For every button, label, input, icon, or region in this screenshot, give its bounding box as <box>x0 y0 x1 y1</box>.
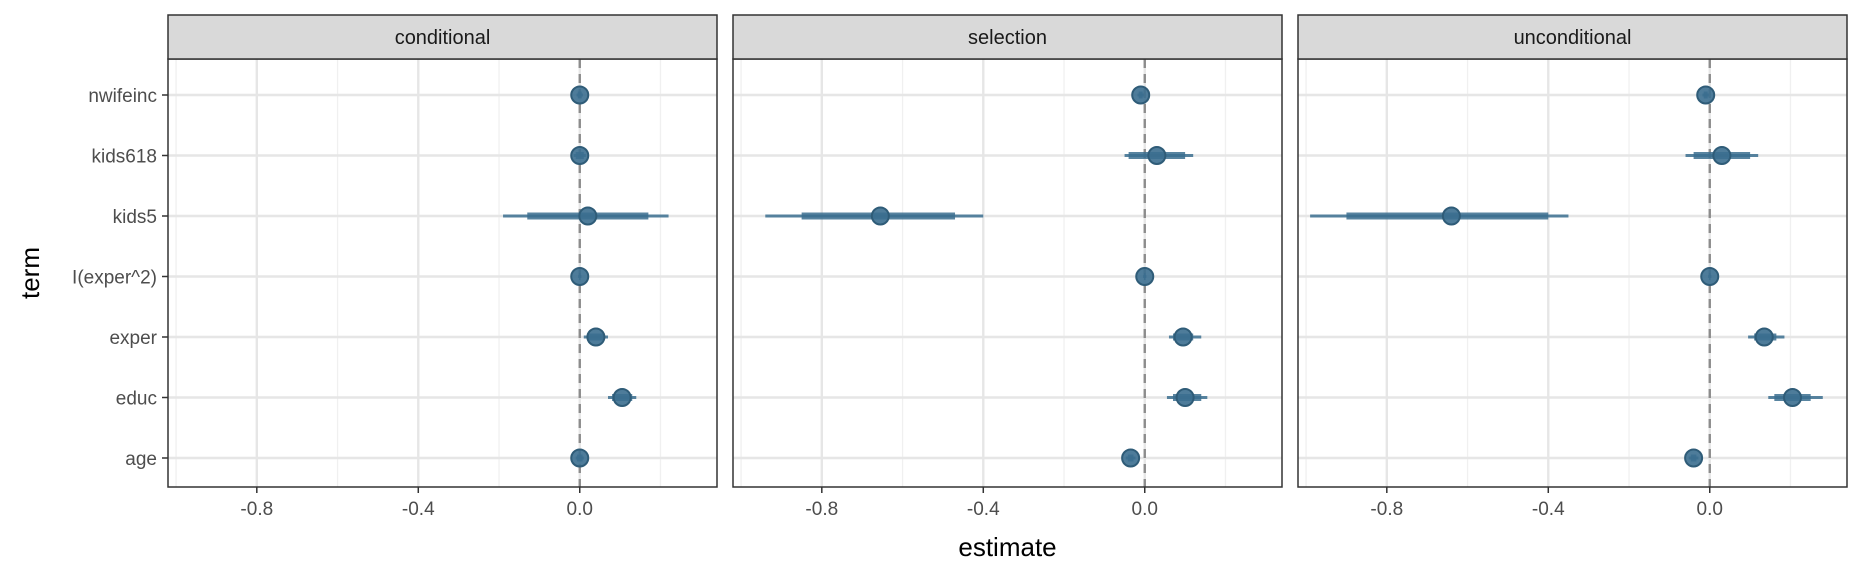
estimate-I(exper^2) <box>1700 267 1720 286</box>
y-axis: nwifeinc kids618 kids5 I(exper^2) exper educ a… <box>72 86 168 470</box>
point-estimate <box>570 448 590 468</box>
point-estimate <box>570 146 590 165</box>
y-axis-title: term <box>15 247 45 299</box>
estimate-kids618 <box>1685 146 1759 165</box>
estimate-age <box>570 448 590 468</box>
estimate-age <box>1121 448 1141 468</box>
point-estimate <box>1173 327 1193 347</box>
y-tick-label: age <box>125 449 157 470</box>
estimate-kids618 <box>1124 146 1194 165</box>
point-estimate <box>1121 448 1141 468</box>
estimate-educ <box>1166 388 1208 407</box>
y-tick-label: nwifeinc <box>88 86 157 107</box>
estimate-I(exper^2) <box>570 267 590 286</box>
x-tick-label: -0.8 <box>240 499 273 520</box>
point-estimate <box>570 85 590 105</box>
y-tick-label: kids5 <box>113 207 157 228</box>
point-estimate <box>1135 267 1155 286</box>
point-estimate <box>1700 267 1720 286</box>
x-tick-label: -0.4 <box>967 499 1000 520</box>
panel-unconditional: unconditional -0.8 -0.4 0.0 <box>1297 14 1848 520</box>
estimate-educ <box>1768 388 1823 407</box>
facet-label: selection <box>968 27 1047 49</box>
point-estimate <box>1783 388 1803 407</box>
panel-background <box>733 59 1282 487</box>
facet-label: conditional <box>395 27 491 49</box>
x-axis-title: estimate <box>958 532 1056 562</box>
x-tick-label: -0.4 <box>1532 499 1565 520</box>
point-estimate <box>1441 206 1461 226</box>
estimate-educ <box>608 388 637 407</box>
point-estimate <box>570 267 590 286</box>
facet-label: unconditional <box>1514 27 1632 49</box>
estimate-kids5 <box>765 206 984 226</box>
panel-conditional: conditional -0.8 -0.4 0.0 <box>167 14 718 520</box>
estimate-kids5 <box>1310 206 1569 226</box>
y-tick-label: educ <box>116 389 157 410</box>
panel-background <box>168 59 717 487</box>
panel-selection: selection -0.8 -0.4 0.0 <box>732 14 1283 520</box>
estimate-nwifeinc <box>1696 85 1716 105</box>
estimate-nwifeinc <box>1131 85 1151 105</box>
estimate-exper <box>1168 327 1202 347</box>
point-estimate <box>1131 85 1151 105</box>
point-estimate <box>1684 448 1704 468</box>
facet-strip <box>1297 14 1848 60</box>
point-estimate <box>1175 388 1195 407</box>
facet-strip <box>167 14 718 60</box>
panel-background <box>1298 59 1847 487</box>
point-estimate <box>870 206 890 226</box>
point-estimate <box>578 206 598 226</box>
panels-layer: conditional -0.8 -0.4 0.0 selection -0.8 -0.4 0… <box>167 14 1848 520</box>
point-estimate <box>612 388 632 407</box>
estimate-kids5 <box>503 206 669 226</box>
x-tick-label: -0.8 <box>805 499 838 520</box>
x-tick-label: 0.0 <box>567 499 593 520</box>
y-tick-label: kids618 <box>92 147 158 168</box>
facet-strip <box>732 14 1283 60</box>
point-estimate <box>1754 327 1774 347</box>
x-tick-label: 0.0 <box>1132 499 1158 520</box>
point-estimate <box>1712 146 1732 165</box>
point-estimate <box>1147 146 1167 165</box>
estimate-kids618 <box>570 146 590 165</box>
x-tick-label: 0.0 <box>1697 499 1723 520</box>
y-tick-label: exper <box>109 328 157 349</box>
point-estimate <box>586 327 606 347</box>
estimate-exper <box>583 327 609 347</box>
estimate-I(exper^2) <box>1135 267 1155 286</box>
y-tick-label: I(exper^2) <box>72 268 157 289</box>
estimate-age <box>1684 448 1704 468</box>
estimate-exper <box>1748 327 1785 347</box>
x-tick-label: -0.4 <box>402 499 435 520</box>
x-tick-label: -0.8 <box>1370 499 1403 520</box>
estimate-nwifeinc <box>570 85 590 105</box>
point-estimate <box>1696 85 1716 105</box>
